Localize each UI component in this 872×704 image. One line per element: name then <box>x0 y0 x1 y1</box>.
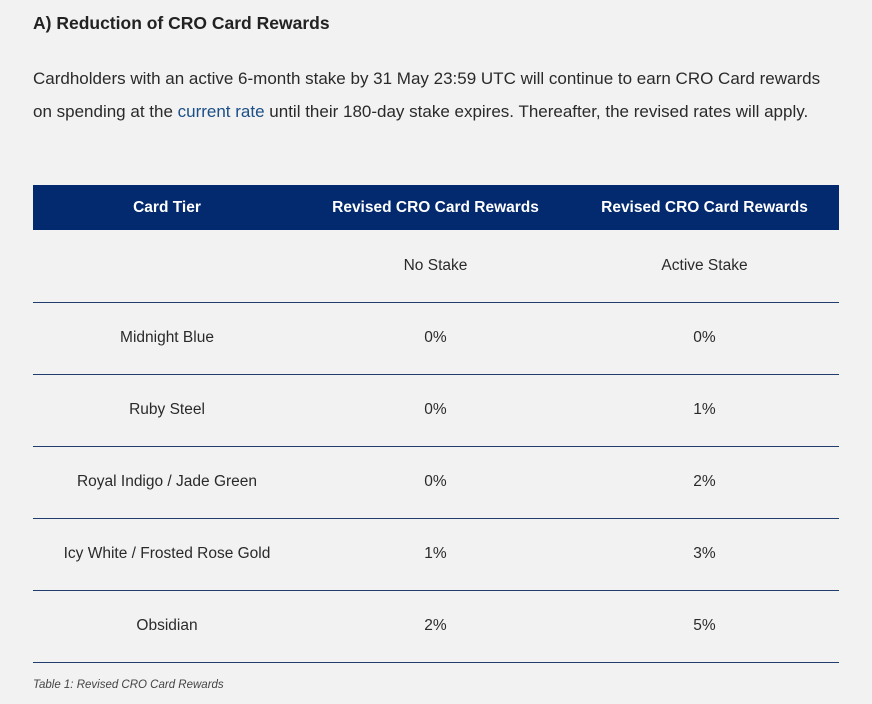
paragraph-text-start: Cardholders with an active 6-month stake… <box>33 69 821 121</box>
subheader-empty <box>33 230 301 303</box>
table-caption: Table 1: Revised CRO Card Rewards <box>33 679 224 691</box>
active-stake-cell: 2% <box>570 446 839 519</box>
no-stake-cell: 2% <box>301 590 570 663</box>
card-tier-cell: Royal Indigo / Jade Green <box>33 446 301 519</box>
table-row: Icy White / Frosted Rose Gold 1% 3% <box>33 518 839 591</box>
active-stake-cell: 0% <box>570 302 839 375</box>
header-active-stake-rewards: Revised CRO Card Rewards <box>570 185 839 230</box>
subheader-active-stake: Active Stake <box>570 230 839 303</box>
table-header-row: Card Tier Revised CRO Card Rewards Revis… <box>33 185 839 230</box>
active-stake-cell: 5% <box>570 590 839 663</box>
card-tier-cell: Obsidian <box>33 590 301 663</box>
no-stake-cell: 1% <box>301 518 570 591</box>
no-stake-cell: 0% <box>301 302 570 375</box>
rewards-table: Card Tier Revised CRO Card Rewards Revis… <box>33 185 839 663</box>
table-subheader-row: No Stake Active Stake <box>33 230 839 303</box>
intro-paragraph: Cardholders with an active 6-month stake… <box>33 63 839 128</box>
table-row: Obsidian 2% 5% <box>33 590 839 663</box>
paragraph-text-end: until their 180-day stake expires. There… <box>264 101 809 121</box>
card-tier-cell: Midnight Blue <box>33 302 301 375</box>
card-tier-cell: Ruby Steel <box>33 374 301 447</box>
no-stake-cell: 0% <box>301 446 570 519</box>
card-tier-cell: Icy White / Frosted Rose Gold <box>33 518 301 591</box>
no-stake-cell: 0% <box>301 374 570 447</box>
active-stake-cell: 3% <box>570 518 839 591</box>
section-heading: A) Reduction of CRO Card Rewards <box>33 13 330 33</box>
header-card-tier: Card Tier <box>33 185 301 230</box>
table-row: Ruby Steel 0% 1% <box>33 374 839 447</box>
active-stake-cell: 1% <box>570 374 839 447</box>
header-no-stake-rewards: Revised CRO Card Rewards <box>301 185 570 230</box>
current-rate-link[interactable]: current rate <box>177 101 265 121</box>
table-row: Midnight Blue 0% 0% <box>33 302 839 375</box>
table-row: Royal Indigo / Jade Green 0% 2% <box>33 446 839 519</box>
subheader-no-stake: No Stake <box>301 230 570 303</box>
